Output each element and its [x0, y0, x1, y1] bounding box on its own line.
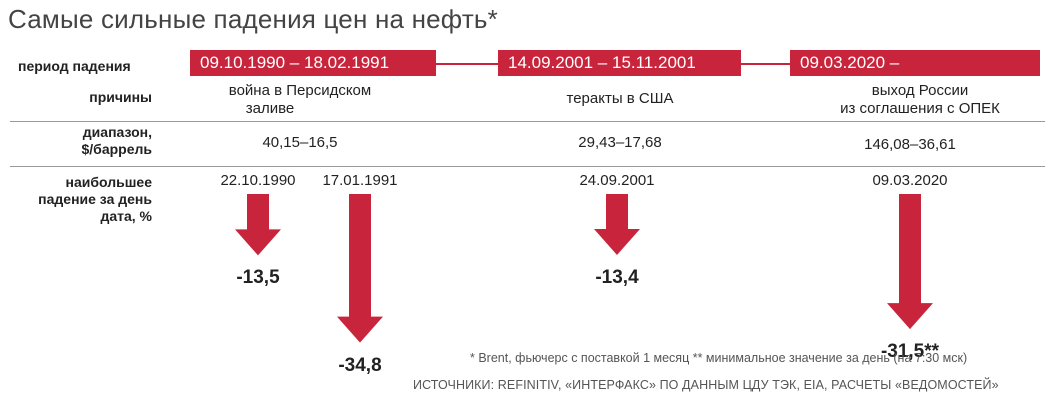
drop-arrow-1: [337, 194, 383, 343]
chart-title: Самые сильные падения цен на нефть*: [8, 4, 498, 34]
drop-value-2: -13,4: [595, 266, 639, 288]
drop-arrow-0: [235, 194, 281, 256]
range-1990: 40,15–16,5: [262, 134, 338, 151]
drop-arrow-3: [887, 194, 933, 330]
period-bar-2001: 14.09.2001 – 15.11.2001: [498, 50, 741, 76]
drop-value-1: -34,8: [338, 354, 382, 376]
row-label-drop-3: дата, %: [100, 208, 152, 224]
drop-value-0: -13,5: [236, 267, 280, 289]
drop-date-2: 24.09.2001: [579, 172, 655, 189]
source-line: ИСТОЧНИКИ: REFINITIV, «ИНТЕРФАКС» ПО ДАН…: [413, 378, 999, 392]
row-label-causes: причины: [89, 89, 152, 105]
cause-2020-line2: из соглашения с ОПЕК: [840, 100, 1000, 117]
row-divider-2: [10, 166, 1045, 167]
cause-2020-line1: выход России: [871, 82, 969, 99]
drop-arrow-2: [594, 194, 640, 255]
cause-1990-line2: заливе: [245, 100, 295, 117]
row-label-range-2: $/баррель: [81, 141, 153, 157]
row-label-drop-2: падение за день: [38, 191, 152, 207]
row-divider-1: [10, 121, 1045, 122]
period-bar-1990: 09.10.1990 – 18.02.1991: [190, 50, 436, 76]
drop-date-1: 17.01.1991: [322, 172, 398, 189]
row-label-period: период падения: [18, 58, 131, 74]
row-label-range-1: диапазон,: [82, 124, 152, 140]
drop-value-3: -31,5**: [880, 341, 940, 363]
cause-1990-line1: война в Персидском: [228, 82, 372, 99]
drop-date-3: 09.03.2020: [872, 172, 948, 189]
period-bar-2020: 09.03.2020 –: [790, 50, 1040, 76]
drop-date-0: 22.10.1990: [220, 172, 296, 189]
range-2020: 146,08–36,61: [864, 136, 956, 153]
range-2001: 29,43–17,68: [578, 134, 662, 151]
footnote: * Brent, фьючерс с поставкой 1 месяц ** …: [470, 351, 968, 365]
cause-2001-line1: теракты в США: [566, 90, 674, 107]
row-label-drop-1: наибольшее: [65, 174, 152, 190]
